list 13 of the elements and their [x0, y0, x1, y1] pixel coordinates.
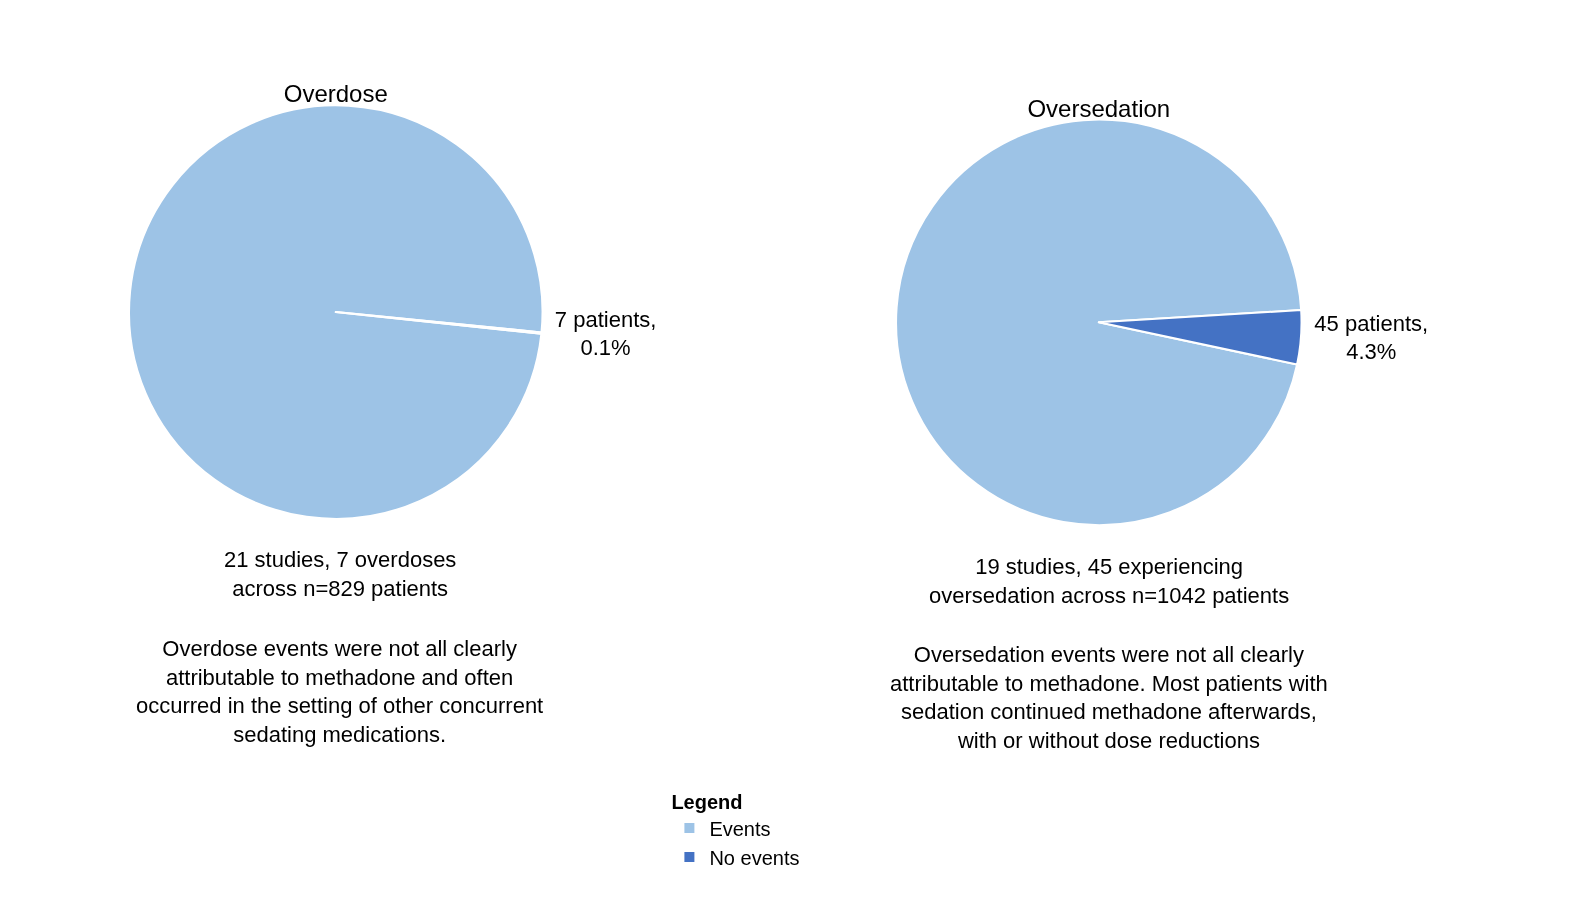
text: 19 studies, 45 experiencing oversedation across n=1042 patients — [929, 554, 1290, 608]
chart-title: Oversedation — [1027, 94, 1171, 122]
pie-slice — [895, 118, 1303, 526]
text: Oversedation events were not all clearly attributable to methadone. Most patients with sedation continued methadone afterwards, with or without dose reductions — [890, 642, 1328, 753]
legend-label: Events — [709, 817, 771, 840]
legend-label: No events — [709, 846, 800, 869]
legend-title: Legend — [671, 790, 743, 813]
data-label: 7 patients, 0.1% — [554, 306, 657, 361]
chart-title: Overdose — [283, 80, 388, 108]
pie-slice — [128, 104, 544, 520]
text: Overdose events were not all clearly attributable to methadone and often occurred in the setting of other concurrent sedating medications. — [136, 636, 544, 747]
data-label: 45 patients, 4.3% — [1314, 310, 1429, 365]
text: 21 studies, 7 overdoses across n=829 patients — [224, 547, 457, 601]
